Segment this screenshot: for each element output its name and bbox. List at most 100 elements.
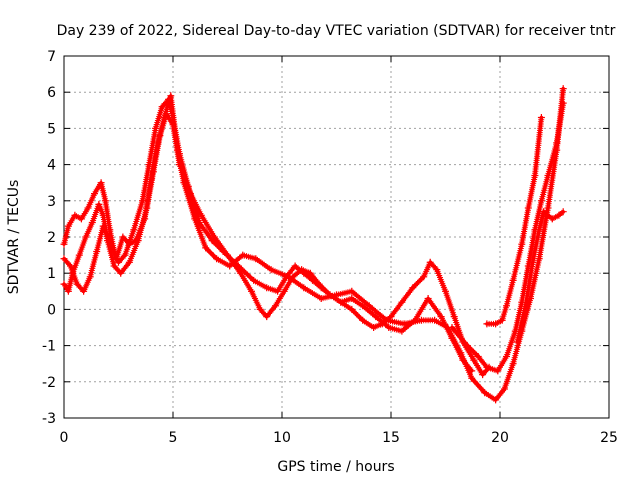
data-point — [518, 240, 526, 248]
data-point — [210, 233, 218, 241]
data-point — [180, 179, 188, 187]
data-point — [400, 320, 408, 328]
data-point — [139, 197, 146, 205]
data-point — [479, 371, 487, 379]
x-tick-label: 20 — [491, 430, 509, 446]
data-point — [537, 114, 545, 121]
data-point — [256, 305, 264, 313]
data-point — [468, 374, 476, 382]
data-point — [274, 287, 282, 295]
data-point — [80, 287, 88, 295]
data-point — [152, 124, 160, 132]
data-point — [481, 389, 489, 397]
y-tick-label: 2 — [47, 230, 56, 246]
data-point — [559, 99, 567, 107]
data-point — [483, 363, 491, 371]
data-point — [97, 179, 105, 187]
data-point — [535, 226, 543, 234]
data-point — [91, 190, 98, 198]
y-axis-label: SDTVAR / TECUs — [6, 180, 22, 295]
data-point — [503, 353, 510, 360]
data-point — [197, 211, 205, 219]
data-point — [370, 324, 378, 331]
data-point — [548, 215, 556, 223]
data-point — [555, 211, 563, 219]
data-point — [117, 269, 125, 277]
data-point — [492, 320, 500, 328]
data-point — [115, 258, 122, 266]
y-tick-label: -2 — [42, 375, 56, 391]
data-point — [448, 324, 456, 331]
data-point — [544, 172, 552, 179]
data-point — [524, 204, 532, 212]
data-point — [99, 211, 107, 219]
data-point — [306, 269, 314, 277]
data-point — [110, 262, 118, 270]
data-point — [263, 313, 271, 321]
series-arc-6 — [513, 208, 567, 346]
data-point — [544, 204, 552, 212]
data-point — [99, 222, 107, 230]
data-point — [60, 240, 68, 248]
data-point — [317, 295, 325, 302]
y-tick-label: 7 — [47, 49, 56, 65]
data-point — [75, 251, 83, 259]
data-point — [285, 273, 292, 281]
data-point — [348, 295, 356, 302]
data-point — [424, 295, 432, 302]
data-point — [531, 172, 539, 179]
data-point — [237, 269, 245, 277]
y-tick-label: 5 — [47, 121, 56, 137]
data-point — [372, 313, 380, 321]
y-tick-label: 4 — [47, 158, 56, 174]
data-point — [385, 324, 393, 331]
x-tick-label: 10 — [273, 430, 291, 446]
data-point — [154, 139, 162, 147]
data-point — [64, 287, 72, 295]
data-point — [291, 262, 299, 270]
x-tick-label: 5 — [169, 430, 178, 446]
data-point — [248, 287, 255, 295]
data-point — [474, 353, 482, 360]
data-point — [492, 396, 500, 404]
data-point — [442, 287, 449, 295]
series-arc-4 — [448, 99, 567, 375]
data-point — [463, 342, 471, 350]
data-point — [535, 255, 543, 263]
data-point — [82, 233, 90, 241]
data-point — [121, 251, 129, 259]
y-tick-label: -3 — [42, 411, 56, 427]
data-point — [529, 258, 537, 266]
data-point — [437, 313, 445, 321]
data-point — [418, 316, 425, 324]
data-point — [84, 204, 92, 212]
data-point — [513, 338, 521, 346]
data-point — [503, 302, 510, 310]
data-point — [224, 251, 231, 259]
data-point — [60, 280, 68, 288]
data-point — [95, 200, 103, 208]
data-point — [267, 266, 275, 274]
data-point — [173, 146, 181, 154]
data-point — [119, 233, 127, 241]
data-point — [420, 273, 428, 281]
data-point — [141, 215, 149, 223]
series-trace — [450, 101, 565, 373]
data-point — [450, 313, 458, 321]
data-point — [130, 226, 138, 234]
data-point — [315, 280, 323, 288]
data-point — [263, 284, 271, 292]
series-arc-3 — [60, 85, 567, 404]
data-point — [213, 255, 221, 263]
data-point — [537, 197, 545, 205]
data-point — [298, 266, 306, 274]
data-point — [300, 284, 308, 292]
data-point — [348, 287, 356, 295]
data-point — [60, 255, 68, 263]
data-point — [125, 258, 133, 266]
data-point — [431, 316, 439, 324]
data-point — [540, 208, 548, 216]
data-point — [147, 175, 155, 183]
data-point — [522, 298, 530, 306]
